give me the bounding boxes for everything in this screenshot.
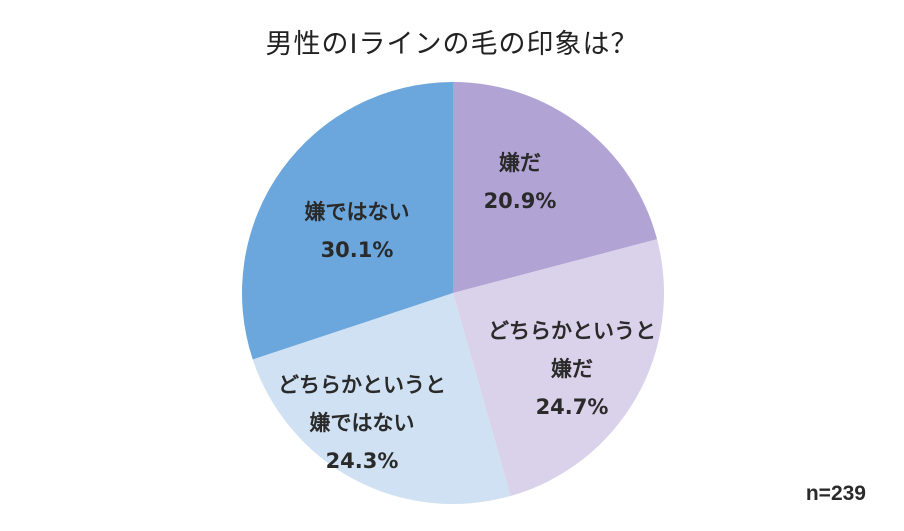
slice-category: 嫌ではない — [309, 411, 415, 435]
slice-value: 24.7% — [535, 395, 609, 419]
slice-label-dochiraka-iyadewanai: どちらかというと 嫌ではない 24.3% — [278, 366, 446, 480]
pie-slice — [453, 82, 658, 293]
pie-slice — [241, 82, 453, 360]
slice-label-dochiraka-iya: どちらかというと 嫌だ 24.7% — [488, 312, 656, 426]
slice-category: どちらかというと — [278, 373, 446, 397]
pie-slice — [252, 293, 511, 504]
pie-slice — [453, 239, 664, 496]
chart-title: 男性のIラインの毛の印象は？ — [265, 29, 639, 60]
slice-label-iya: 嫌だ 20.9% — [484, 144, 557, 220]
slice-value: 30.1% — [320, 238, 394, 262]
slice-category: 嫌だ — [498, 151, 541, 175]
slice-label-iyadewanai: 嫌ではない 30.1% — [305, 193, 410, 269]
slice-value: 20.9% — [483, 189, 557, 213]
slice-category: どちらかというと — [488, 319, 656, 343]
slice-category: 嫌ではない — [304, 200, 410, 224]
slice-value: 24.3% — [325, 449, 399, 473]
slice-category: 嫌だ — [551, 357, 593, 381]
sample-size: n=239 — [805, 482, 866, 505]
